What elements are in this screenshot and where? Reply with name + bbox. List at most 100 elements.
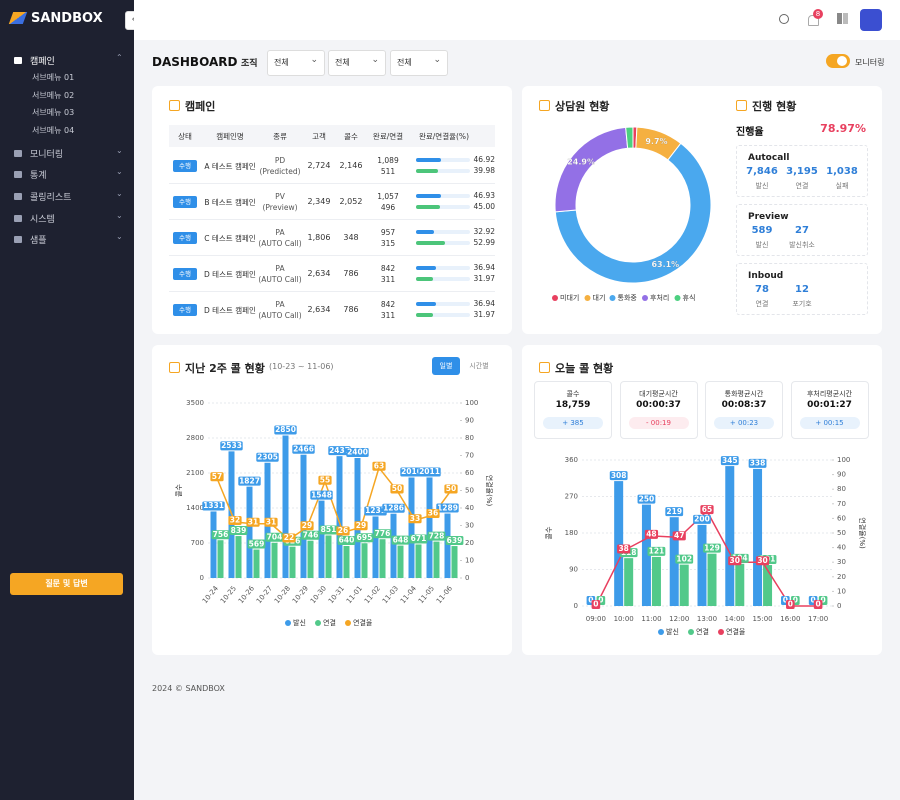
progress-group: Inboud 78 연결 12 포기호	[736, 263, 868, 315]
table-header	[169, 125, 495, 147]
bar	[361, 543, 368, 578]
menu-item[interactable]: 시스템	[30, 214, 55, 225]
data-label-box	[748, 458, 767, 468]
data-label-box	[229, 526, 248, 536]
status-badge: 수행	[173, 268, 197, 280]
submenu-item[interactable]: 서브메뉴 04	[32, 126, 75, 136]
bar	[735, 563, 745, 606]
completed: 1,057	[377, 192, 399, 201]
bar	[289, 546, 296, 578]
bar	[210, 511, 217, 578]
title-icon	[539, 100, 550, 111]
status-badge: 수행	[173, 196, 197, 208]
y2-tick-label: 80	[465, 434, 474, 442]
stat-change: - 00:19	[628, 417, 689, 429]
menu-caret: ⌄	[116, 232, 123, 242]
y-axis-label: 콜수	[175, 484, 183, 497]
data-label-box	[672, 531, 686, 541]
footer-bg	[134, 670, 900, 800]
search-icon[interactable]	[779, 14, 789, 24]
tab-daily[interactable]: 일별	[432, 357, 460, 375]
y2-tick-label: 10	[465, 557, 474, 565]
org-label: 조직	[241, 59, 258, 69]
x-tick-label: 11-06	[435, 584, 455, 605]
title-icon	[169, 362, 180, 373]
menu-icon	[14, 214, 22, 222]
rate-bar	[416, 241, 445, 245]
x-tick-label: 11-03	[381, 584, 400, 605]
legend-label: 미대기	[560, 293, 579, 302]
data-label: 2400	[347, 448, 368, 457]
status-badge: 수행	[173, 232, 197, 244]
data-label: 65	[702, 505, 712, 514]
customers: 2,349	[307, 197, 331, 206]
bar	[397, 545, 404, 578]
user-avatar[interactable]	[860, 9, 882, 31]
rate-label: 46.92	[473, 155, 495, 164]
y2-tick-label: 0	[837, 602, 841, 610]
submenu-item[interactable]: 서브메뉴 01	[32, 73, 75, 82]
data-label: 31	[248, 517, 258, 526]
data-label: 0	[588, 596, 593, 605]
data-label: 26	[338, 526, 348, 535]
stat-value: 78	[755, 284, 769, 295]
data-label: 219	[666, 507, 682, 516]
y-tick-label: 360	[565, 456, 578, 464]
data-label: 250	[639, 494, 655, 503]
menu-item[interactable]: 통계	[30, 171, 47, 182]
y2-tick-label: 10	[837, 587, 846, 595]
bar	[307, 540, 314, 578]
data-label-box	[665, 507, 684, 517]
stat-label: 실패	[835, 182, 849, 190]
data-label: 38	[618, 544, 628, 553]
menu-item[interactable]: 캠페인	[30, 57, 55, 67]
filter-select[interactable]: 전체 ⌄	[328, 50, 386, 76]
filter-select[interactable]: 전체 ⌄	[267, 50, 325, 76]
monitoring-toggle[interactable]	[826, 54, 850, 68]
bar	[253, 549, 260, 578]
stat-label: 연결	[755, 300, 769, 308]
menu-item[interactable]: 모니터링	[30, 149, 64, 160]
connected: 311	[380, 311, 396, 320]
data-label-box	[647, 546, 666, 556]
data-label-box	[346, 448, 369, 457]
menu-icon	[14, 57, 22, 64]
apps-icon[interactable]	[837, 13, 848, 24]
y2-tick-label: 0	[465, 574, 469, 582]
donut-slice	[625, 126, 634, 149]
data-label-box	[246, 517, 260, 527]
chart-title: 오늘 콜 현황	[555, 362, 614, 375]
stat-change: + 00:15	[799, 417, 860, 429]
campaign-name: D 테스트 캠페인	[204, 306, 256, 315]
data-label: 2305	[257, 452, 278, 461]
menu-item[interactable]: 콜링리스트	[30, 193, 72, 203]
data-label-box	[265, 532, 284, 542]
data-label: 2466	[293, 444, 314, 453]
rate-label: 36.94	[473, 263, 495, 272]
tab-hourly[interactable]: 시간별	[469, 362, 489, 370]
data-label: 2011	[419, 467, 440, 476]
data-label: 756	[213, 530, 229, 539]
connected: 315	[380, 239, 396, 248]
data-label-box	[426, 509, 440, 518]
menu-icon	[14, 171, 22, 179]
y-tick-label: 700	[191, 539, 204, 547]
campaign-type: PD	[274, 156, 286, 165]
y-tick-label: 90	[569, 566, 578, 574]
data-label: 671	[411, 534, 427, 543]
logo: SANDBOX	[31, 11, 103, 26]
data-label-box	[445, 536, 464, 546]
data-label-box	[256, 452, 279, 462]
submenu-item[interactable]: 서브메뉴 03	[32, 108, 75, 118]
customers: 2,634	[307, 305, 331, 314]
data-label-box	[786, 600, 795, 609]
data-label: 639	[447, 536, 463, 545]
menu-item[interactable]: 샘플	[30, 236, 47, 247]
submenu-item[interactable]: 서브메뉴 02	[32, 90, 75, 100]
data-label-box	[210, 472, 224, 482]
filter-select[interactable]: 전체 ⌄	[390, 50, 448, 76]
x-tick-label: 10-30	[309, 584, 328, 605]
stat-label: 통화평균시간	[724, 390, 764, 398]
data-label: 2850	[275, 425, 296, 434]
help-button[interactable]: 질문 및 답변	[10, 573, 123, 595]
